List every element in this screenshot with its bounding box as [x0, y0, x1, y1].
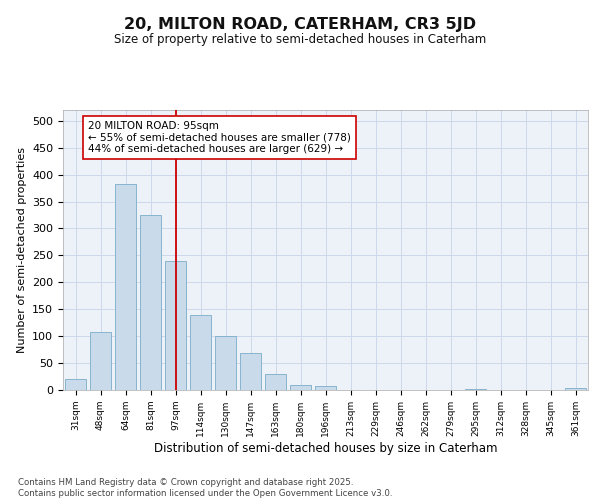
- X-axis label: Distribution of semi-detached houses by size in Caterham: Distribution of semi-detached houses by …: [154, 442, 497, 454]
- Bar: [565, 388, 586, 390]
- Bar: [215, 336, 236, 390]
- Bar: [465, 389, 486, 390]
- Bar: [190, 314, 211, 390]
- Bar: [65, 379, 86, 390]
- Bar: [315, 386, 336, 390]
- Text: Contains HM Land Registry data © Crown copyright and database right 2025.
Contai: Contains HM Land Registry data © Crown c…: [18, 478, 392, 498]
- Bar: [115, 184, 136, 390]
- Bar: [140, 215, 161, 390]
- Bar: [265, 374, 286, 390]
- Text: 20, MILTON ROAD, CATERHAM, CR3 5JD: 20, MILTON ROAD, CATERHAM, CR3 5JD: [124, 18, 476, 32]
- Text: Size of property relative to semi-detached houses in Caterham: Size of property relative to semi-detach…: [114, 32, 486, 46]
- Bar: [165, 261, 186, 390]
- Bar: [290, 384, 311, 390]
- Bar: [90, 332, 111, 390]
- Text: 20 MILTON ROAD: 95sqm
← 55% of semi-detached houses are smaller (778)
44% of sem: 20 MILTON ROAD: 95sqm ← 55% of semi-deta…: [88, 121, 351, 154]
- Y-axis label: Number of semi-detached properties: Number of semi-detached properties: [17, 147, 26, 353]
- Bar: [240, 353, 261, 390]
